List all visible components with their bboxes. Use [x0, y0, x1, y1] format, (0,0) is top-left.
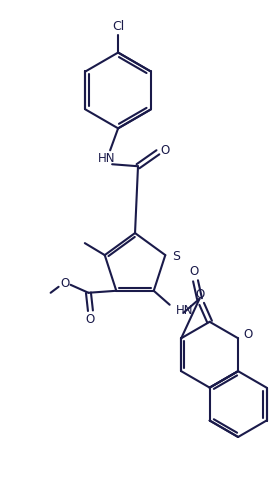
- Text: O: O: [189, 265, 198, 278]
- Text: O: O: [195, 288, 204, 301]
- Text: S: S: [172, 249, 180, 263]
- Text: HN: HN: [176, 304, 193, 317]
- Text: O: O: [86, 313, 95, 326]
- Text: O: O: [60, 277, 69, 290]
- Text: Cl: Cl: [112, 20, 124, 33]
- Text: HN: HN: [97, 152, 115, 165]
- Text: O: O: [243, 328, 253, 341]
- Text: O: O: [160, 144, 169, 157]
